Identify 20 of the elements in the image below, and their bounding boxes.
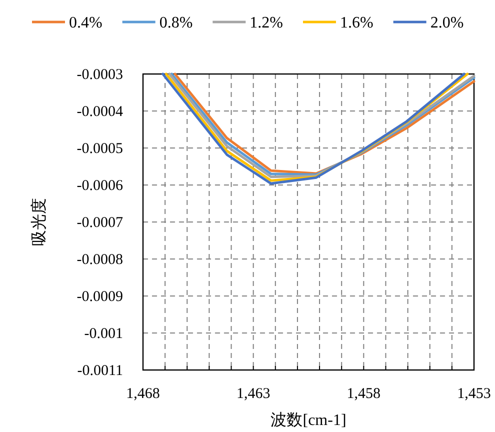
y-tick-label: -0.0003 [76,67,123,83]
x-tick-label: 1,453 [457,386,491,402]
legend-label: 0.8% [159,14,193,32]
y-tick-label: -0.001 [84,326,123,342]
y-tick-label: -0.0011 [77,363,123,379]
y-axis-title: 吸光度 [30,198,48,246]
legend-label: 1.2% [250,14,283,32]
legend-label: 2.0% [430,14,464,32]
y-tick-label: -0.0007 [76,215,124,231]
x-tick-label: 1,463 [236,386,270,402]
legend-label: 0.4% [69,14,102,32]
x-tick-label: 1,458 [346,386,381,402]
y-tick-label: -0.0006 [76,178,124,194]
y-tick-label: -0.0008 [76,252,123,268]
legend-label: 1.6% [340,14,374,32]
y-tick-label: -0.0005 [76,141,123,157]
x-axis-title: 波数[cm-1] [270,411,346,429]
x-tick-label: 1,468 [126,386,160,402]
y-tick-label: -0.0009 [76,289,123,305]
y-tick-label: -0.0004 [76,104,124,120]
